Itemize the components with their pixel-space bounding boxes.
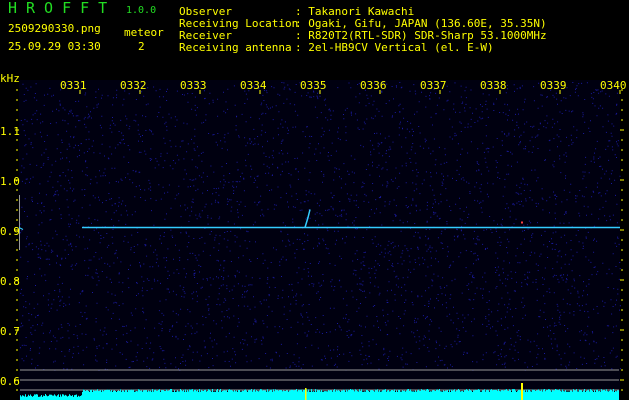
- meteor-echo-2: [521, 221, 523, 224]
- app-logo: HROFFT: [8, 0, 117, 17]
- receiver-label: Receiver: [179, 29, 232, 42]
- x-tick-label: 0336: [360, 79, 387, 92]
- meteor-count: 2: [138, 40, 145, 53]
- date-time: 25.09.29 03:30: [8, 40, 101, 53]
- x-tick-label: 0335: [300, 79, 327, 92]
- receiver-value: : R820T2(RTL-SDR) SDR-Sharp 53.1000MHz: [295, 29, 547, 42]
- y-tick-label: 0.6: [0, 375, 20, 388]
- signal-level-bars: [20, 389, 619, 400]
- antenna-value: : 2el-HB9CV Vertical (el. E-W): [295, 41, 494, 54]
- observer-value: : Takanori Kawachi: [295, 5, 415, 18]
- observer-label: Observer: [179, 5, 232, 18]
- meteor-marker: [305, 388, 307, 400]
- y-tick-label: 1.0: [0, 175, 20, 188]
- meteor-marker: [521, 383, 523, 400]
- x-tick-label: 0332: [120, 79, 147, 92]
- x-tick-label: 0338: [480, 79, 507, 92]
- location-value: : Ogaki, Gifu, JAPAN (136.60E, 35.35N): [295, 17, 547, 30]
- y-tick-label: 0.9: [0, 225, 20, 238]
- x-tick-label: 0331: [60, 79, 87, 92]
- signals: [18, 209, 620, 230]
- spectrogram-background: [19, 80, 620, 400]
- x-tick-label: 0340: [600, 79, 627, 92]
- x-tick-label: 0339: [540, 79, 567, 92]
- y-unit-label: kHz: [0, 72, 20, 85]
- y-tick-label: 0.7: [0, 325, 20, 338]
- x-tick-label: 0333: [180, 79, 207, 92]
- antenna-label: Receiving antenna: [179, 41, 292, 54]
- x-tick-label: 0334: [240, 79, 267, 92]
- meteor-label: meteor: [124, 26, 164, 39]
- carrier-edge: [18, 227, 24, 230]
- spectrogram: 1.1 1.0 0.9 0.8 0.7 0.6 0331 0332 0333 0334 0335 03…: [0, 72, 627, 400]
- y-tick-label: 0.8: [0, 275, 20, 288]
- axes: 1.1 1.0 0.9 0.8 0.7 0.6 0331 0332 0333 0334 0335 03…: [0, 79, 627, 391]
- app-version: 1.0.0: [126, 5, 157, 16]
- level-bars: [20, 383, 619, 400]
- x-tick-label: 0337: [420, 79, 447, 92]
- location-label: Receiving Location: [179, 17, 299, 30]
- meteor-echo: [304, 209, 311, 228]
- y-tick-label: 1.1: [0, 125, 20, 138]
- file-name: 2509290330.png: [8, 22, 101, 35]
